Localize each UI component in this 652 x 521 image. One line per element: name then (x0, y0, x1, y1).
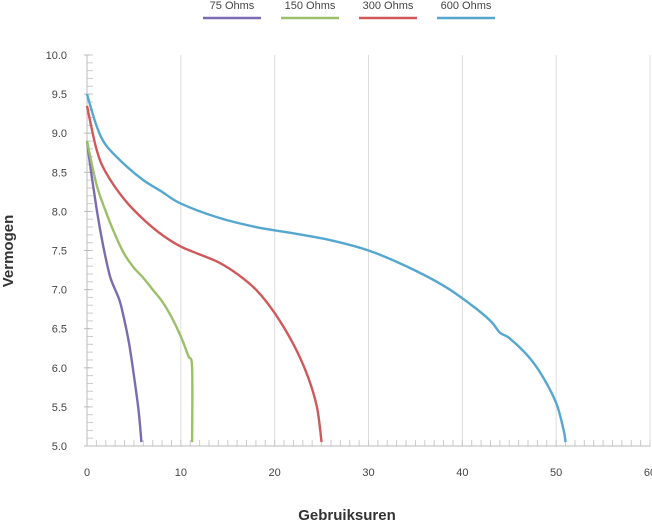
x-axis-title: Gebruiksuren (298, 507, 396, 521)
y-tick-label: 8.0 (52, 206, 67, 218)
y-tick-label: 5.0 (52, 441, 67, 453)
y-tick-label: 9.0 (52, 128, 67, 140)
y-tick-label: 6.0 (52, 363, 67, 375)
x-tick-label: 50 (550, 467, 562, 479)
x-tick-label: 30 (362, 467, 374, 479)
x-tick-label: 40 (456, 467, 468, 479)
y-tick-label: 7.5 (52, 246, 67, 258)
y-tick-label: 7.0 (52, 285, 67, 297)
y-axis-title: Vermogen (0, 215, 17, 288)
legend-label-75-ohms: 75 Ohms (210, 0, 255, 12)
y-tick-labels: 5.0 5.5 6.0 6.5 7.0 7.5 8.0 8.5 9.0 9.5 10.0 (46, 50, 67, 453)
series-line-75-ohms (85, 140, 143, 443)
y-tick-label: 10.0 (46, 50, 67, 62)
x-tick-label: 60 (644, 467, 652, 479)
legend-label-600-ohms: 600 Ohms (441, 0, 492, 12)
series (85, 93, 567, 443)
series-line-600-ohms (85, 93, 567, 443)
x-tick-label: 0 (84, 467, 90, 479)
y-tick-label: 8.5 (52, 167, 67, 179)
grid (180, 55, 651, 446)
y-tick-label: 9.5 (52, 89, 67, 101)
y-tick-label: 6.5 (52, 324, 67, 336)
x-tick-label: 10 (175, 467, 187, 479)
legend: 75 Ohms 150 Ohms 300 Ohms 600 Ohms (203, 0, 495, 20)
legend-label-150-ohms: 150 Ohms (285, 0, 336, 12)
x-tick-labels: 0 10 20 30 40 50 60 (84, 467, 652, 479)
series-line-150-ohms (85, 140, 194, 443)
legend-label-300-ohms: 300 Ohms (363, 0, 414, 12)
y-tick-label: 5.5 (52, 402, 67, 414)
axes (84, 54, 650, 447)
x-tick-label: 20 (269, 467, 281, 479)
series-line-300-ohms (85, 105, 323, 443)
